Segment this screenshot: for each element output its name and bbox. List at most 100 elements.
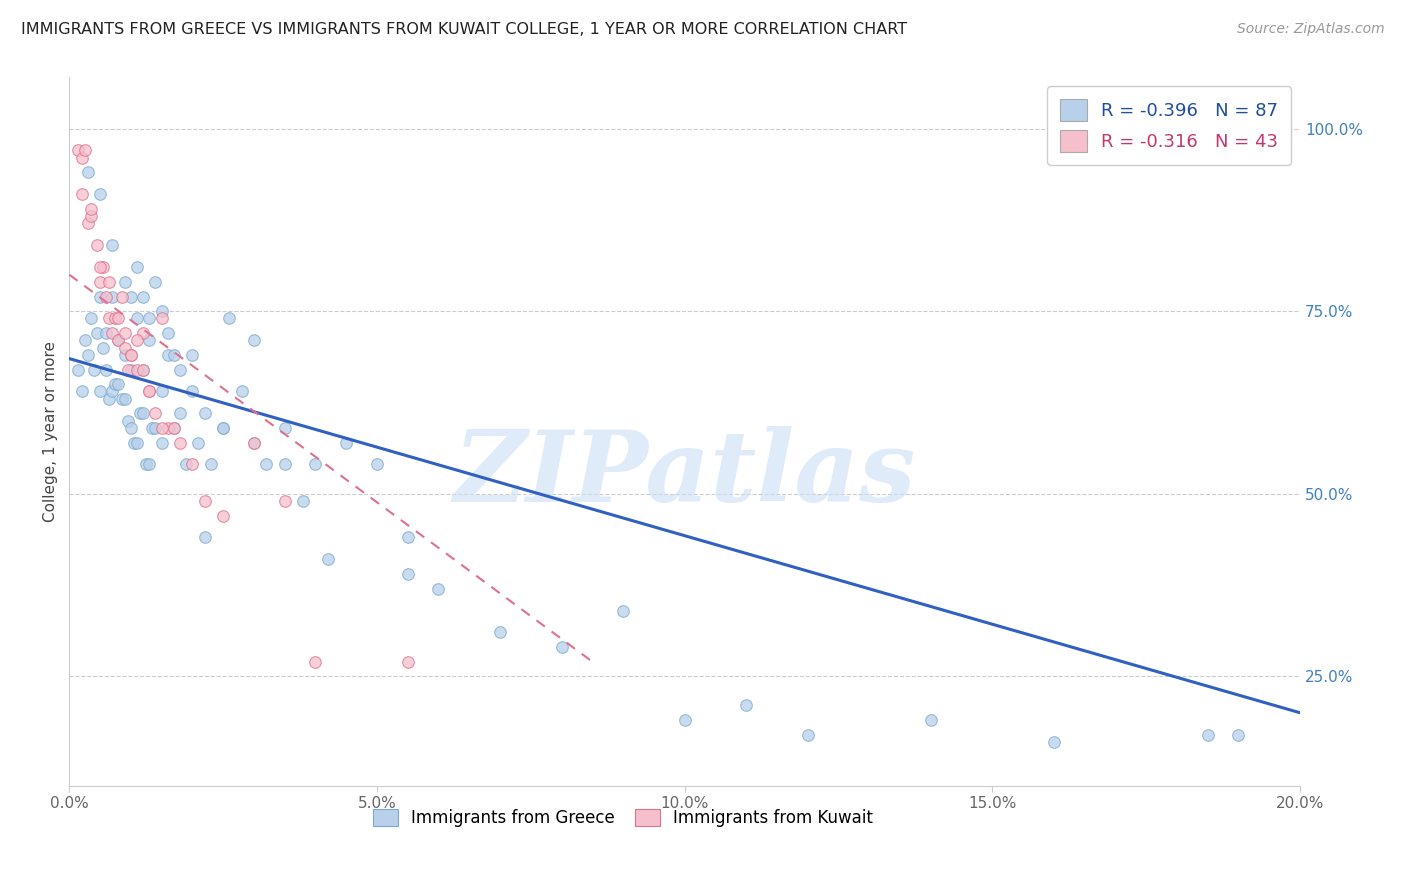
Y-axis label: College, 1 year or more: College, 1 year or more [44,341,58,522]
Point [120,348,142,362]
Point [156,348,179,362]
Point [107,377,129,392]
Point [101,289,124,303]
Point [200,458,222,472]
Point [114,392,136,406]
Point [1227,728,1250,742]
Point [150,384,173,399]
Point [125,334,148,348]
Point [181,348,204,362]
Point [243,435,266,450]
Point [70,187,93,202]
Point [218,311,240,326]
Point [396,655,419,669]
Point [125,362,148,376]
Point [273,494,295,508]
Point [89,187,111,202]
Point [110,392,132,406]
Point [89,289,111,303]
Point [132,406,155,420]
Point [673,713,696,727]
Point [107,334,129,348]
Point [67,144,90,158]
Point [243,435,266,450]
Point [117,414,139,428]
Point [89,275,111,289]
Point [150,421,173,435]
Point [76,165,98,179]
Point [132,289,155,303]
Point [120,362,142,376]
Point [98,275,121,289]
Point [120,348,142,362]
Point [550,640,572,654]
Point [920,713,942,727]
Point [125,311,148,326]
Point [212,421,235,435]
Point [163,421,186,435]
Point [96,326,118,340]
Point [114,341,136,355]
Point [243,334,266,348]
Text: ZIPatlas: ZIPatlas [454,425,915,523]
Point [1043,735,1066,749]
Point [796,728,818,742]
Point [114,348,136,362]
Point [366,458,388,472]
Point [132,326,155,340]
Point [132,362,155,376]
Point [138,334,160,348]
Point [316,552,339,566]
Point [70,151,93,165]
Point [163,421,186,435]
Point [101,326,124,340]
Point [76,217,98,231]
Point [169,362,191,376]
Point [91,341,114,355]
Point [125,435,148,450]
Point [254,458,277,472]
Point [86,326,108,340]
Point [169,435,191,450]
Point [120,289,142,303]
Point [83,362,105,376]
Point [138,384,160,399]
Point [107,311,129,326]
Point [89,260,111,275]
Point [138,311,160,326]
Point [120,421,142,435]
Point [181,384,204,399]
Point [187,435,209,450]
Point [612,603,634,617]
Point [104,311,127,326]
Point [80,202,103,216]
Point [89,384,111,399]
Point [150,311,173,326]
Point [181,458,204,472]
Point [1197,728,1219,742]
Point [145,275,167,289]
Point [194,531,217,545]
Point [145,406,167,420]
Point [98,311,121,326]
Point [273,458,295,472]
Point [117,362,139,376]
Point [231,384,253,399]
Point [70,384,93,399]
Point [150,435,173,450]
Point [489,625,512,640]
Point [80,311,103,326]
Point [101,384,124,399]
Point [174,458,197,472]
Point [273,421,295,435]
Point [735,698,758,713]
Point [169,406,191,420]
Point [98,392,121,406]
Point [138,384,160,399]
Point [292,494,315,508]
Point [156,326,179,340]
Point [91,260,114,275]
Point [145,421,167,435]
Point [125,260,148,275]
Point [212,508,235,523]
